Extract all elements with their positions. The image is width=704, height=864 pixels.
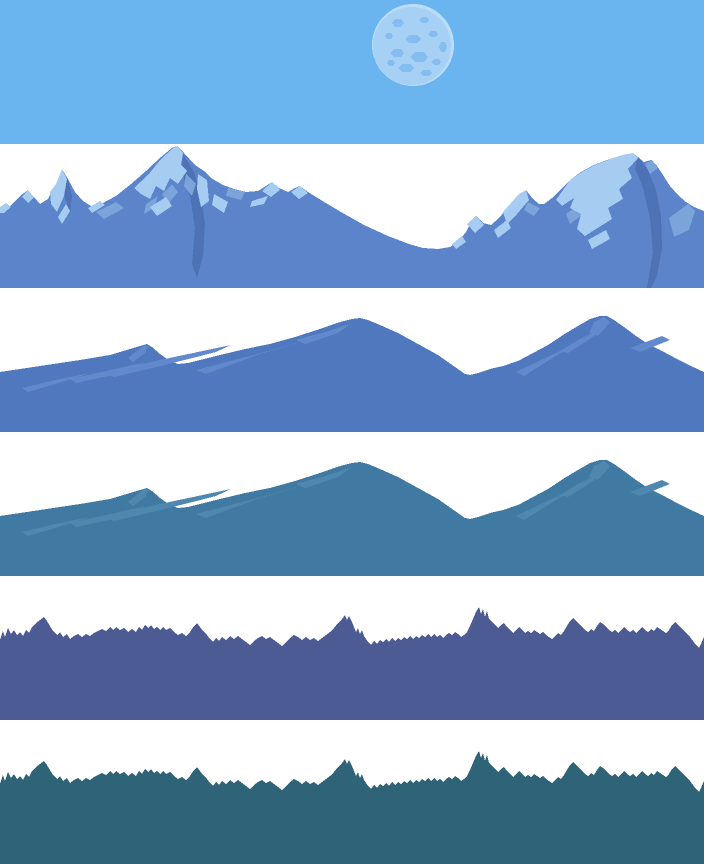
ridge-indigo-silhouette xyxy=(0,607,704,720)
hills-teal-highlights xyxy=(22,461,670,536)
layer-smooth-hills-blue xyxy=(0,288,704,432)
hills-blue-canvas xyxy=(0,288,704,432)
snowy-mountains-canvas xyxy=(0,144,704,288)
layer-snowy-mountains xyxy=(0,144,704,288)
hills-teal-canvas xyxy=(0,432,704,576)
sky-background xyxy=(0,0,704,144)
hills-blue-highlights xyxy=(22,317,670,392)
layer-sky xyxy=(0,0,704,144)
snowy-mountains-snowcaps xyxy=(0,146,638,249)
ridge-indigo-canvas xyxy=(0,576,704,720)
ridge-teal-canvas xyxy=(0,720,704,864)
layer-smooth-hills-teal xyxy=(0,432,704,576)
hills-teal-silhouette xyxy=(0,460,704,576)
ridge-teal-silhouette xyxy=(0,751,704,864)
sky-canvas xyxy=(0,0,704,144)
moon-craters xyxy=(385,17,447,76)
layer-jagged-ridge-teal xyxy=(0,720,704,864)
layer-jagged-ridge-indigo xyxy=(0,576,704,720)
moon-icon xyxy=(373,7,451,85)
hills-blue-silhouette xyxy=(0,316,704,432)
